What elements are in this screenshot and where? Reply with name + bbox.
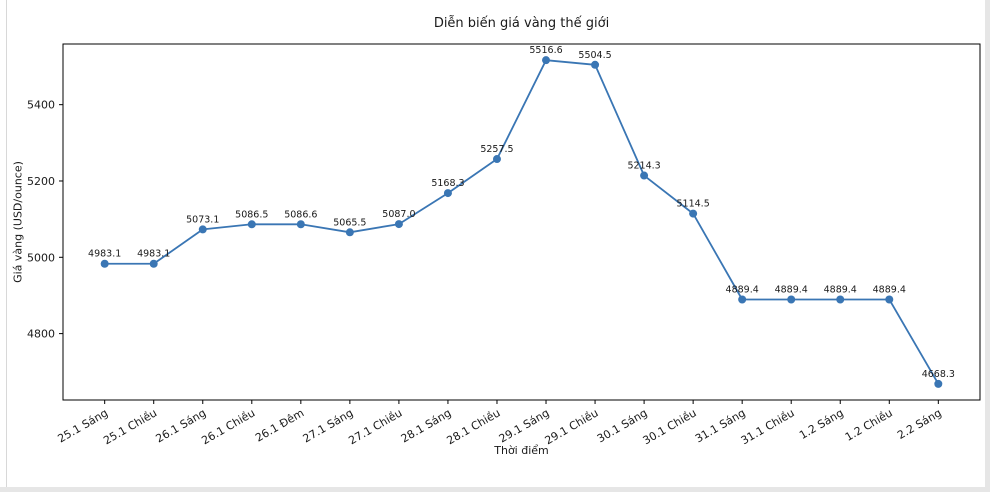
data-point-label: 5065.5 (333, 217, 366, 228)
data-point (394, 220, 403, 229)
x-tick-label: 31.1 Chiều (739, 406, 797, 447)
x-tick-label: 1.2 Chiều (843, 406, 895, 443)
data-point (738, 295, 747, 304)
data-point (198, 225, 207, 234)
y-tick-label: 5000 (27, 251, 55, 264)
data-point-label: 4889.4 (726, 284, 759, 295)
x-tick-label: 25.1 Sáng (55, 406, 110, 445)
data-point (934, 379, 943, 388)
x-tick-label: 2.2 Sáng (895, 406, 944, 442)
data-point-label: 5114.5 (677, 199, 710, 210)
data-point-label: 4668.3 (922, 369, 955, 380)
data-point (149, 259, 158, 268)
data-point (787, 295, 796, 304)
data-point-label: 4889.4 (775, 284, 808, 295)
x-tick-label: 29.1 Sáng (497, 406, 552, 445)
x-tick-label: 30.1 Chiều (641, 406, 699, 447)
y-axis-label: Giá vàng (USD/ounce) (11, 161, 25, 283)
x-tick-label: 27.1 Chiều (346, 406, 404, 447)
data-point-label: 5168.3 (431, 178, 464, 189)
data-point-label: 5087.0 (382, 209, 415, 220)
data-point (100, 259, 109, 268)
data-point (591, 60, 600, 69)
y-tick-label: 5200 (27, 175, 55, 188)
data-point (689, 209, 698, 218)
x-tick-label: 26.1 Đêm (253, 406, 306, 444)
data-point (296, 220, 305, 229)
x-tick-label: 29.1 Chiều (543, 406, 601, 447)
x-tick-label: 26.1 Sáng (154, 406, 209, 445)
data-point-label: 4889.4 (873, 284, 906, 295)
x-tick-label: 28.1 Sáng (399, 406, 454, 445)
plot-frame (62, 43, 981, 401)
data-point (247, 220, 256, 229)
data-point-label: 5257.5 (480, 144, 513, 155)
data-point-label: 5516.6 (529, 45, 562, 56)
data-point (542, 56, 551, 65)
data-point (640, 171, 649, 180)
y-tick-label: 4800 (27, 328, 55, 341)
x-axis-label: Thời điểm (494, 444, 549, 457)
bottom-edge-strip (0, 487, 990, 492)
x-tick-label: 26.1 Chiều (199, 406, 257, 447)
data-point (836, 295, 845, 304)
right-edge-strip (985, 0, 990, 492)
data-point-label: 5086.5 (235, 209, 268, 220)
x-tick-label: 31.1 Sáng (693, 406, 748, 445)
data-point (345, 228, 354, 237)
data-point (492, 155, 501, 164)
data-point (443, 189, 452, 198)
data-point-label: 4889.4 (824, 284, 857, 295)
y-tick-label: 5400 (27, 99, 55, 112)
data-point-label: 4983.1 (88, 249, 121, 260)
chart-title: Diễn biến giá vàng thế giới (433, 16, 610, 31)
data-point-label: 4983.1 (137, 249, 170, 260)
price-line (104, 59, 940, 385)
data-point-label: 5086.6 (284, 209, 317, 220)
x-tick-label: 27.1 Sáng (301, 406, 356, 445)
data-point-label: 5504.5 (578, 50, 611, 61)
left-edge-line (6, 0, 7, 492)
x-tick-label: 1.2 Sáng (797, 406, 846, 442)
x-tick-label: 30.1 Sáng (595, 406, 650, 445)
x-tick-label: 25.1 Chiều (101, 406, 159, 447)
data-point-label: 5073.1 (186, 214, 219, 225)
x-tick-label: 28.1 Chiều (445, 406, 503, 447)
data-point-label: 5214.3 (627, 161, 660, 172)
data-point (885, 295, 894, 304)
